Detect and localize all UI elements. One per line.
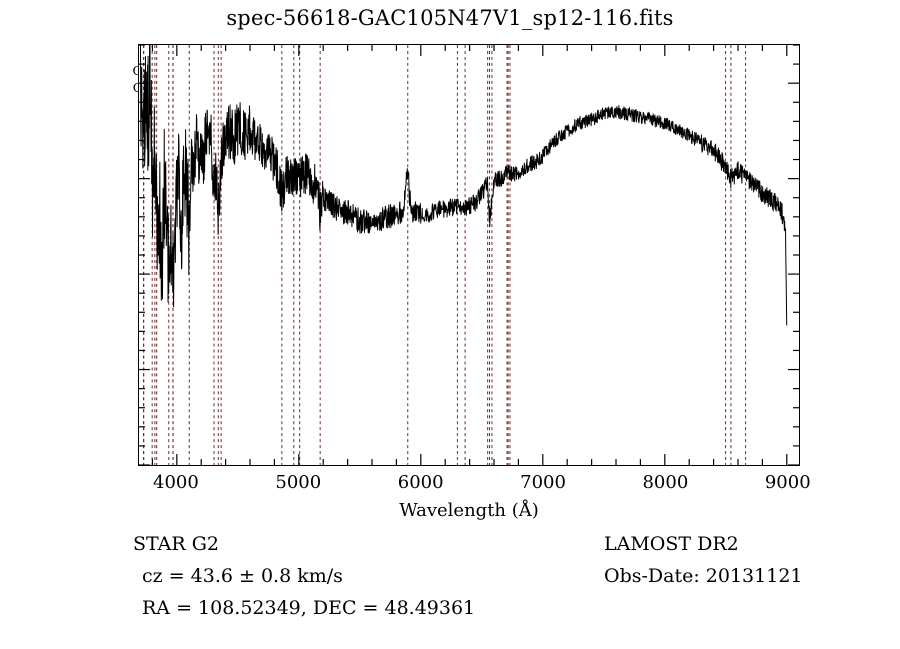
x-tick-label: 4000 <box>153 472 199 493</box>
x-tick-label: 6000 <box>397 472 444 493</box>
survey-name: LAMOST DR2 <box>604 533 739 555</box>
footer-right: LAMOST DR2 Obs-Date: 20131121 <box>604 533 803 597</box>
page-title: spec-56618-GAC105N47V1_sp12-116.fits <box>226 6 674 30</box>
spectrum-plot-area <box>138 44 800 466</box>
x-tick-label: 7000 <box>520 472 566 493</box>
x-tick-label: 9000 <box>764 472 811 493</box>
coordinates: RA = 108.52349, DEC = 48.49361 <box>142 597 476 619</box>
x-tick-label: 5000 <box>275 472 322 493</box>
spectrum-trace <box>139 45 788 326</box>
x-axis-label: Wavelength (Å) <box>399 500 539 521</box>
axis-tick-marks <box>139 45 799 465</box>
object-class: STAR G2 <box>133 533 219 555</box>
x-tick-label: 8000 <box>642 472 689 493</box>
cz-value: cz = 43.6 ± 0.8 km/s <box>142 565 343 587</box>
observation-date: Obs-Date: 20131121 <box>604 565 803 587</box>
footer-left: STAR G2 cz = 43.6 ± 0.8 km/s RA = 108.52… <box>133 533 475 629</box>
flux-curve <box>139 45 788 326</box>
